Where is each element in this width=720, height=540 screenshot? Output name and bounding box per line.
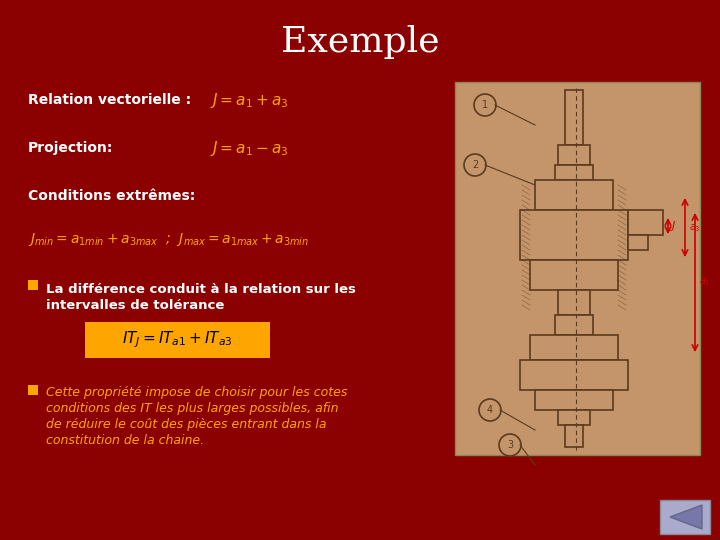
Bar [535,390,613,410]
Bar [558,290,590,315]
Text: $a_3$: $a_3$ [689,222,701,234]
Text: $IT_J = IT_{a1} + IT_{a3}$: $IT_J = IT_{a1} + IT_{a3}$ [122,330,233,350]
Bar [520,210,628,260]
Bar [558,145,590,165]
Text: conditions des IT les plus larges possibles, afin: conditions des IT les plus larges possib… [46,402,338,415]
Text: Exemple: Exemple [281,25,439,59]
Text: 4: 4 [487,405,493,415]
Text: $J=a_1+a_3$: $J=a_1+a_3$ [210,91,288,110]
Text: $J_{min}=a_{1min}+a_{3max}$  ;  $J_{max}=a_{1max}+a_{3min}$: $J_{min}=a_{1min}+a_{3max}$ ; $J_{max}=a… [28,232,309,248]
Bar [28,385,38,395]
Text: Relation vectorielle :: Relation vectorielle : [28,93,196,107]
Bar [555,315,593,335]
Bar [555,165,593,180]
Text: $J=a_1-a_3$: $J=a_1-a_3$ [210,138,288,158]
Text: J: J [672,221,675,231]
Bar [628,210,663,235]
Bar [535,180,613,210]
Bar [520,360,628,390]
Bar [85,322,270,358]
Text: 2: 2 [472,160,478,170]
Bar [455,82,700,455]
Text: 3: 3 [507,440,513,450]
Bar [565,90,583,145]
Text: constitution de la chaine.: constitution de la chaine. [46,434,204,447]
Text: de réduire le coût des pièces entrant dans la: de réduire le coût des pièces entrant da… [46,418,326,431]
Text: Conditions extrêmes:: Conditions extrêmes: [28,189,195,203]
Bar [28,280,38,290]
Bar [565,425,583,447]
Bar [660,500,710,534]
Text: intervalles de tolérance: intervalles de tolérance [46,299,225,312]
Bar [530,335,618,360]
Polygon shape [670,505,702,529]
Text: $a_1$: $a_1$ [699,276,711,288]
Text: 1: 1 [482,100,488,110]
Bar [558,410,590,425]
Text: Projection:: Projection: [28,141,113,155]
Text: Cette propriété impose de choisir pour les cotes: Cette propriété impose de choisir pour l… [46,386,347,399]
Text: La différence conduit à la relation sur les: La différence conduit à la relation sur … [46,283,356,296]
Bar [530,260,618,290]
Bar [628,235,648,250]
